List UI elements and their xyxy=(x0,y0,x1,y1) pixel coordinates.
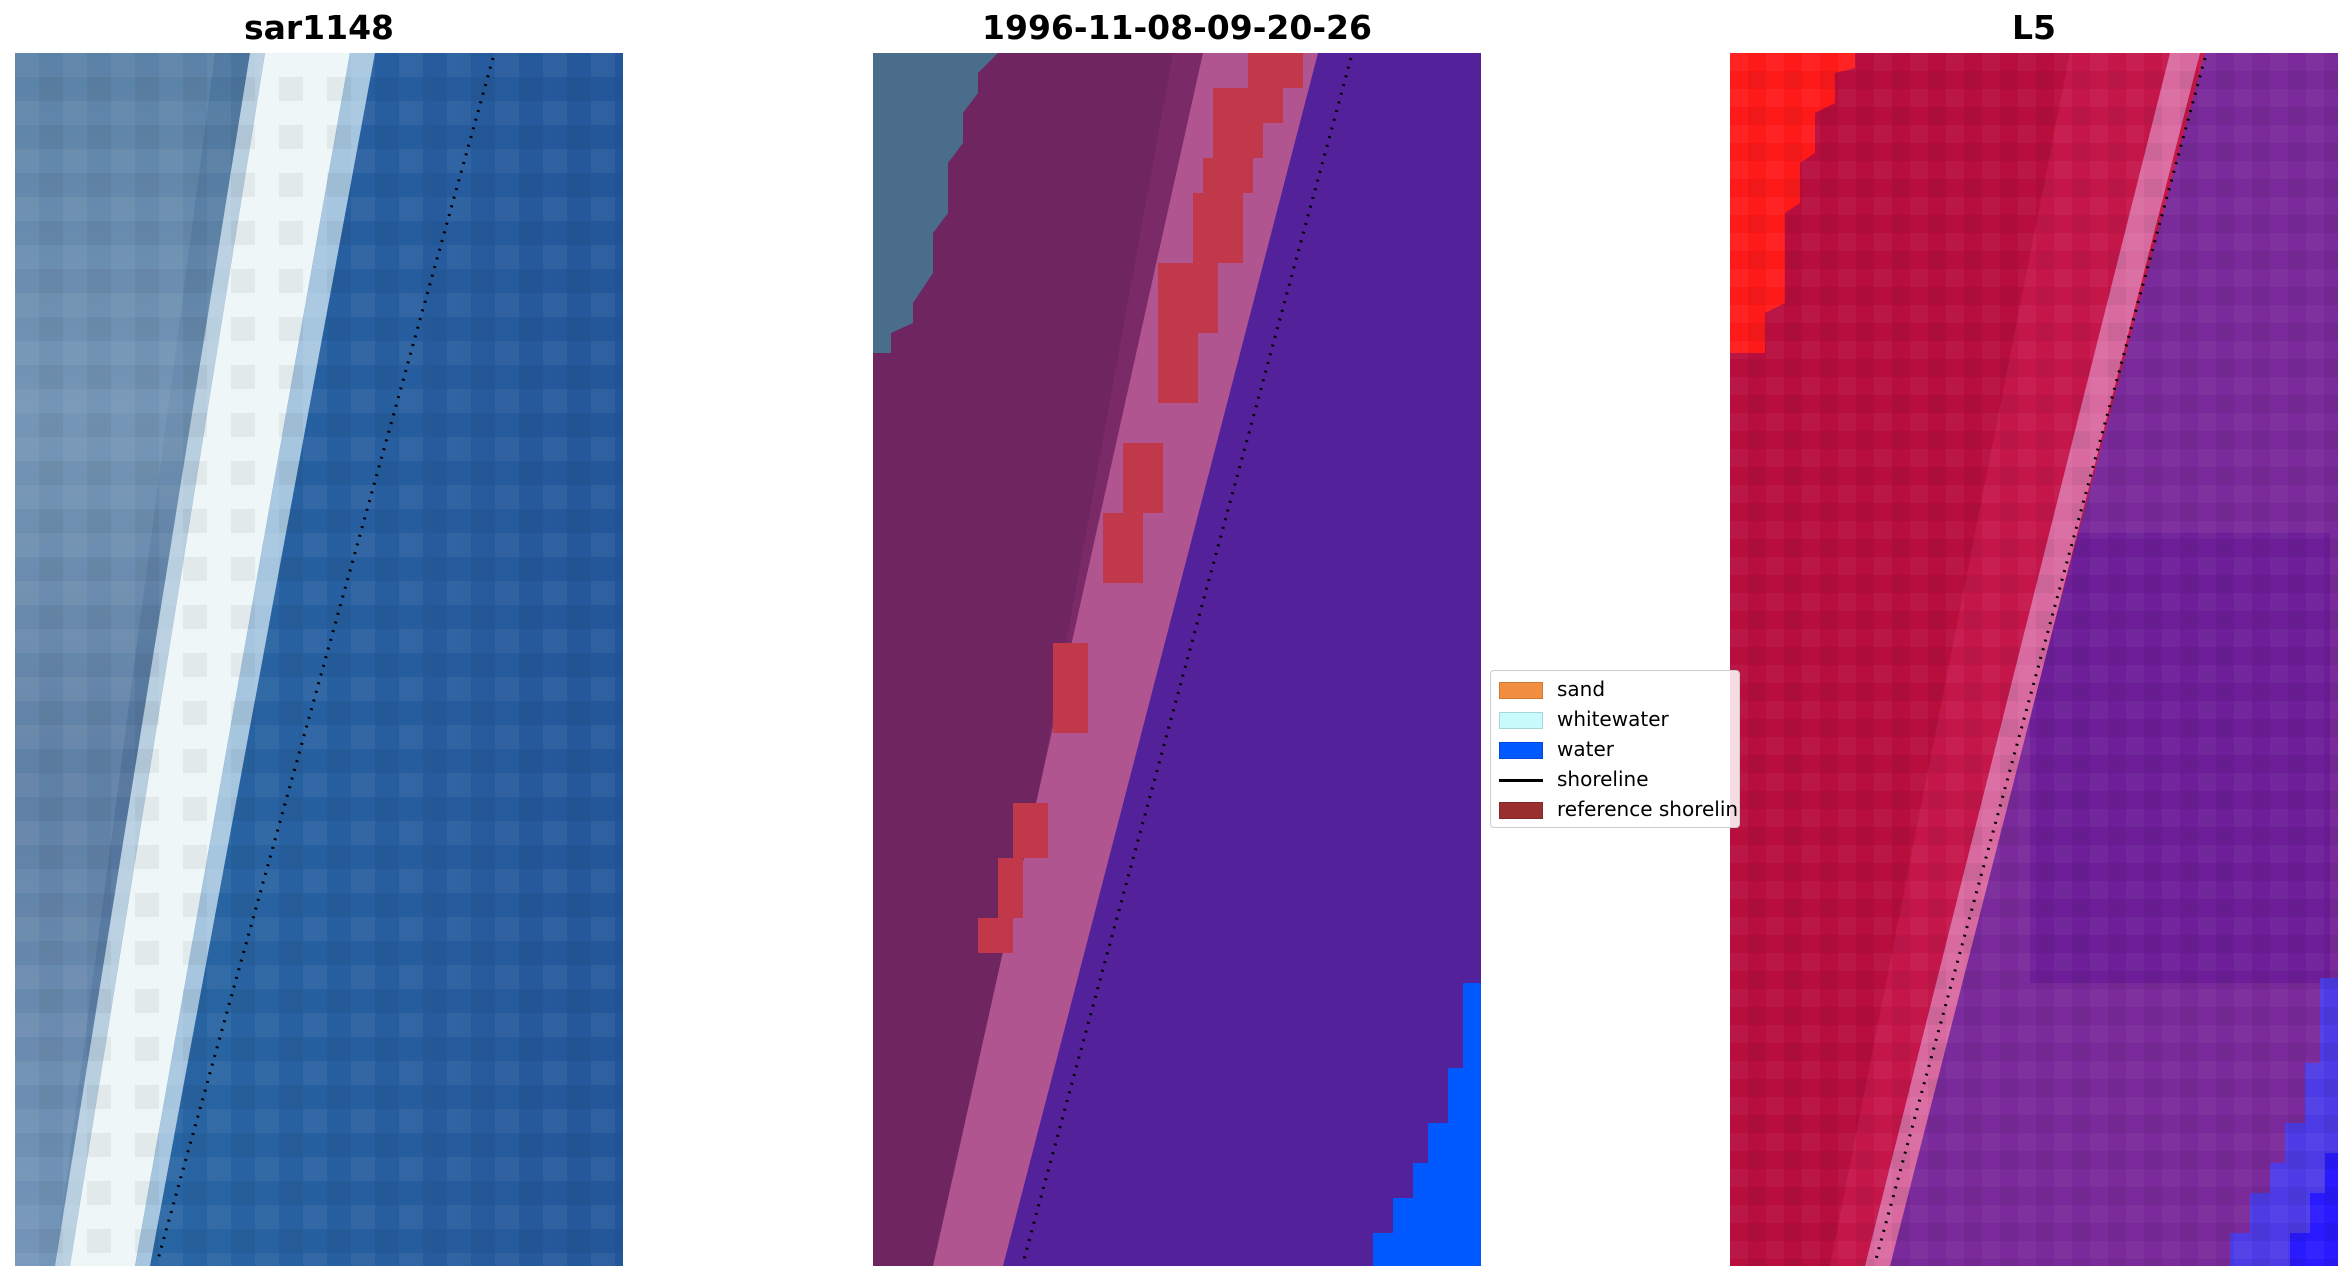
rgb-image xyxy=(15,53,623,1266)
reference-shoreline-blocks xyxy=(978,53,1303,953)
whitewater-swatch xyxy=(1499,712,1543,729)
panel-title-sar: sar1148 xyxy=(243,8,395,47)
legend-label: shoreline xyxy=(1557,767,1649,791)
shoreline-line-classified xyxy=(1021,57,1353,1264)
panel-title-date: 1996-11-08-09-20-26 xyxy=(982,8,1372,47)
legend-label: whitewater xyxy=(1557,707,1669,731)
classified-image xyxy=(873,53,1481,1266)
index-image-panel xyxy=(1730,53,2338,1266)
shoreline-line-index xyxy=(1873,57,2207,1264)
shoreline-line-icon xyxy=(1499,779,1543,782)
shoreline-line xyxy=(155,57,495,1264)
transition-band xyxy=(933,53,1318,1266)
rgb-image-panel xyxy=(15,53,623,1266)
sand-swatch xyxy=(1499,682,1543,699)
unclassified-area xyxy=(873,53,998,353)
reference-shoreline-swatch xyxy=(1499,802,1543,819)
panel-title-l5: L5 xyxy=(2012,8,2056,47)
legend-label: water xyxy=(1557,737,1614,761)
legend: sand whitewater water shoreline referenc… xyxy=(1490,670,1740,828)
water-swatch xyxy=(1499,742,1543,759)
legend-label: reference shoreline xyxy=(1557,797,1740,821)
classified-image-panel xyxy=(873,53,1481,1266)
index-image xyxy=(1730,53,2338,1266)
legend-label: sand xyxy=(1557,677,1606,701)
water-blue-area xyxy=(1373,983,1481,1266)
